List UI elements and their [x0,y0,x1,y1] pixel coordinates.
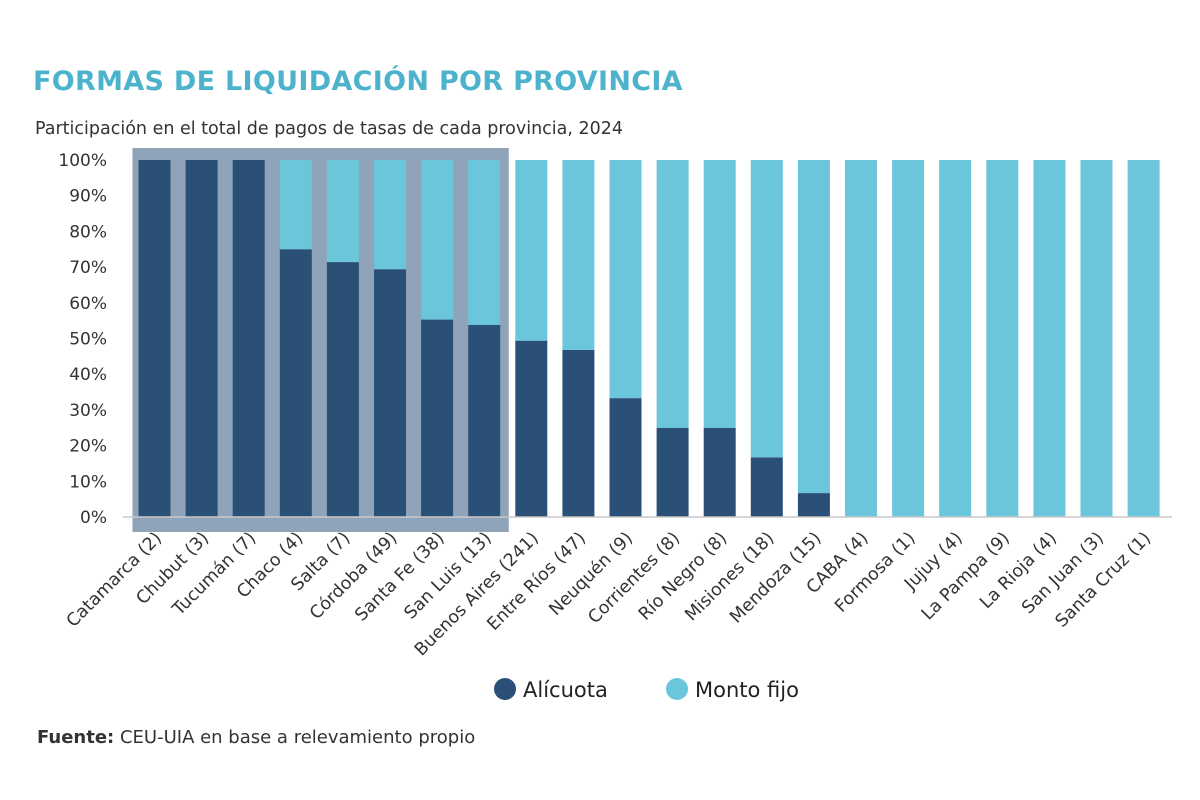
chart-title: FORMAS DE LIQUIDACIÓN POR PROVINCIA [33,66,683,97]
stacked-bar-chart: 0%10%20%30%40%50%60%70%80%90%100% Catama… [58,148,1172,702]
bar-alicuota-8 [515,340,548,517]
bar-monto-fijo-13 [750,160,783,458]
y-tick-label: 40% [69,365,107,385]
y-tick-label: 20% [69,437,107,457]
bar-monto-fijo-14 [797,160,830,494]
source-label: Fuente: [37,727,115,748]
bar-alicuota-3 [279,249,312,517]
bar-monto-fijo-6 [421,160,454,320]
bar-monto-fijo-10 [609,160,642,399]
x-tick-label: San Juan (3) [1018,528,1108,618]
bar-alicuota-1 [185,160,218,517]
bar-alicuota-5 [374,269,406,517]
legend-label-alicuota: Alícuota [523,678,608,702]
bar-monto-fijo-9 [562,160,595,350]
bar-monto-fijo-19 [1033,160,1066,517]
y-tick-label: 100% [58,151,107,171]
bar-monto-fijo-3 [279,160,312,250]
bar-alicuota-7 [468,324,501,517]
chart-subtitle: Participación en el total de pagos de ta… [35,119,624,139]
bar-alicuota-14 [797,493,830,517]
y-tick-label: 90% [69,187,107,207]
bar-monto-fijo-21 [1127,160,1160,517]
y-tick-label: 70% [69,258,107,278]
bar-alicuota-4 [326,262,359,517]
y-tick-label: 0% [80,508,107,528]
bar-monto-fijo-12 [703,160,736,428]
bar-monto-fijo-4 [326,160,359,263]
y-tick-label: 10% [69,472,107,492]
bar-monto-fijo-18 [986,160,1019,517]
legend-label-monto-fijo: Monto fijo [695,678,799,702]
bar-monto-fijo-11 [656,160,689,428]
bar-alicuota-12 [703,427,736,517]
bar-monto-fijo-20 [1080,160,1113,517]
bar-alicuota-10 [609,398,642,517]
bar-monto-fijo-7 [468,160,501,325]
bar-alicuota-9 [562,349,595,517]
bar-alicuota-11 [656,427,689,517]
bar-alicuota-13 [750,457,783,517]
y-tick-label: 60% [69,294,107,314]
legend-marker-monto-fijo [666,678,688,700]
bar-alicuota-6 [421,319,454,517]
y-tick-label: 30% [69,401,107,421]
bar-alicuota-2 [232,160,265,517]
bar-alicuota-0 [138,160,171,517]
bar-monto-fijo-17 [939,160,972,517]
bar-monto-fijo-8 [515,160,548,341]
y-tick-label: 80% [69,222,107,242]
bar-monto-fijo-15 [845,160,877,517]
y-tick-label: 50% [69,330,107,350]
bar-monto-fijo-5 [374,160,406,270]
source-text: CEU-UIA en base a relevamiento propio [114,727,476,748]
source-note: Fuente: CEU-UIA en base a relevamiento p… [37,727,475,748]
bar-monto-fijo-16 [892,160,925,517]
legend-marker-alicuota [494,678,516,700]
